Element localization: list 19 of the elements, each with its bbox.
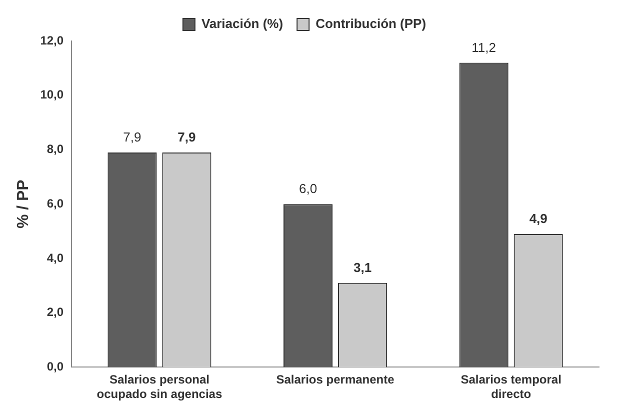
data-label: 7,9 xyxy=(178,130,196,145)
y-tick-label: 10,0 xyxy=(40,88,64,102)
legend-label: Contribución (PP) xyxy=(316,16,426,32)
legend-label: Variación (%) xyxy=(201,16,284,32)
data-label: 11,2 xyxy=(472,40,496,55)
y-tick-label: 8,0 xyxy=(46,142,64,156)
y-axis-title: % / PP xyxy=(15,179,32,229)
y-tick-label: 6,0 xyxy=(46,196,64,210)
y-tick-label: 4,0 xyxy=(46,250,64,265)
y-tick-label: 12,0 xyxy=(40,33,64,48)
x-tick-label: Salarios temporal directo xyxy=(460,372,562,402)
data-label: 4,9 xyxy=(529,211,548,226)
y-tick-label: 2,0 xyxy=(46,305,64,320)
x-tick-label: Salarios personal ocupado sin agencias xyxy=(96,372,222,402)
x-tick-label: Salarios permanente xyxy=(276,372,395,387)
y-tick-label: 0,0 xyxy=(46,360,64,374)
data-label: 7,9 xyxy=(123,130,142,145)
data-label: 6,0 xyxy=(298,181,318,196)
data-label: 3,1 xyxy=(353,260,372,276)
